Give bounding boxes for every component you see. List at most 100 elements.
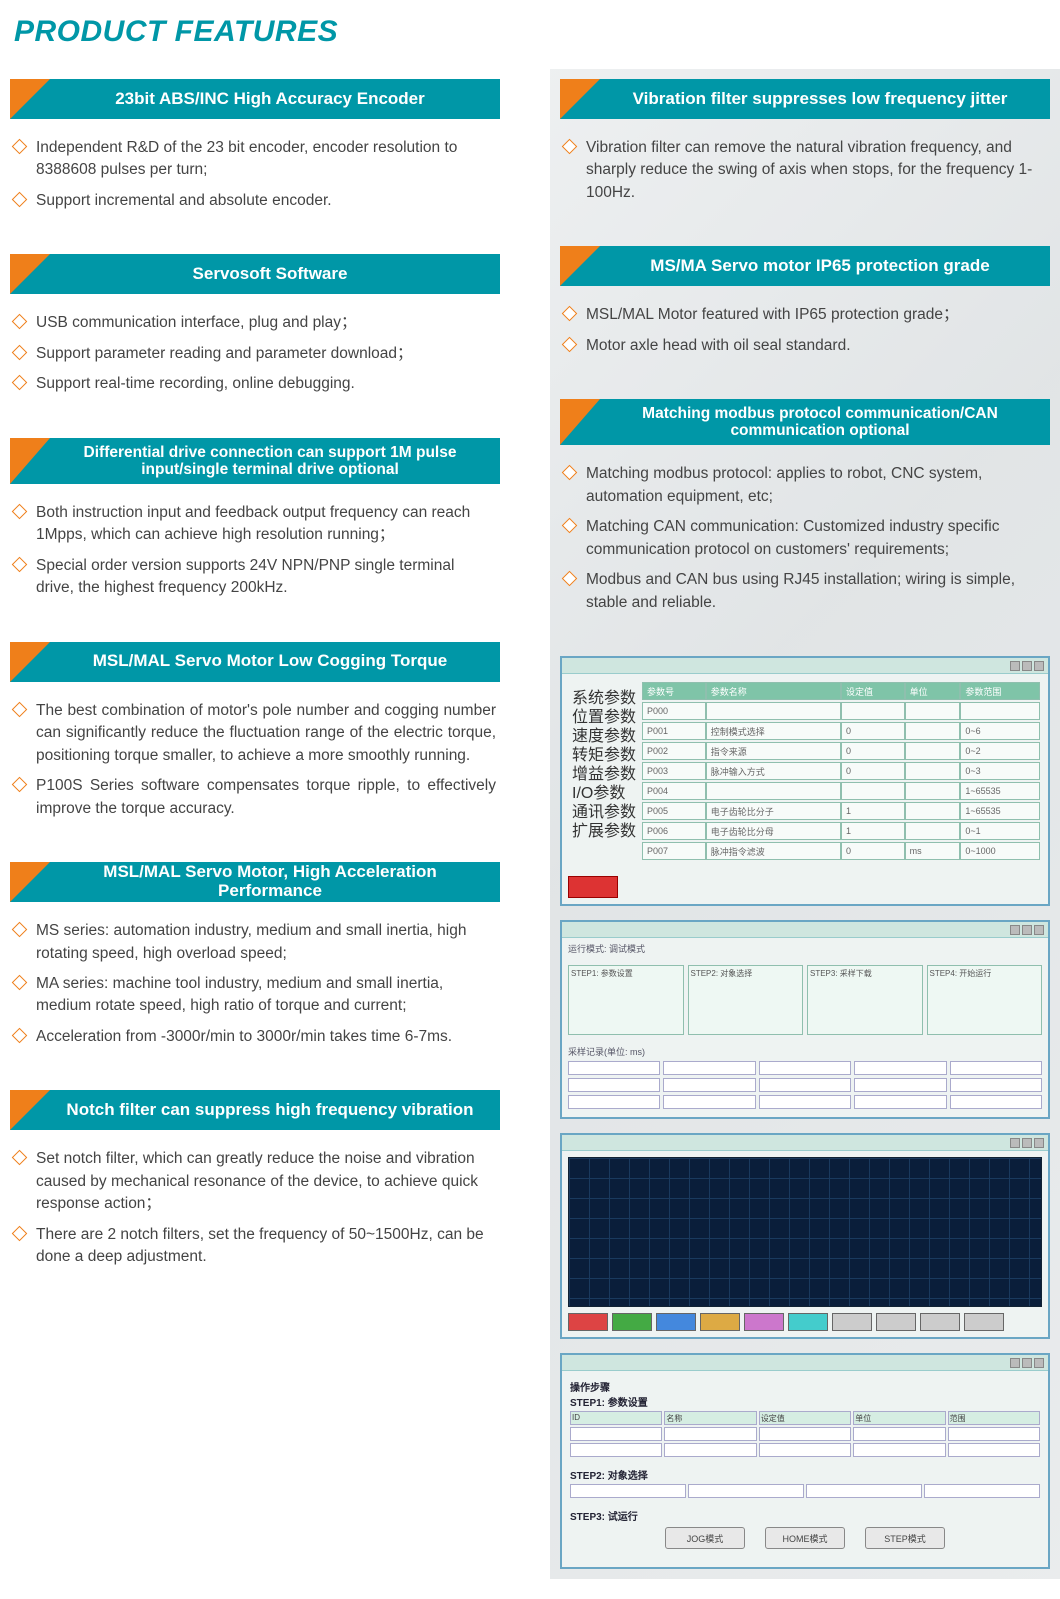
feature-header: Servosoft Software (10, 254, 500, 294)
feature-header: Matching modbus protocol communication/C… (560, 399, 1050, 445)
feature-title: Matching modbus protocol communication/C… (610, 405, 1030, 439)
scope-button[interactable] (700, 1313, 740, 1331)
feature-bullets: Set notch filter, which can greatly redu… (10, 1148, 500, 1268)
columns-container: 23bit ABS/INC High Accuracy Encoder Indep… (10, 79, 1050, 1569)
table-cell: 电子齿轮比分母 (706, 822, 841, 840)
triangle-accent (10, 862, 50, 902)
scope-button[interactable] (832, 1313, 872, 1331)
diamond-icon (12, 701, 28, 717)
bullgo-text: Matching CAN communication: Customized i… (586, 518, 1000, 557)
bullgo-text: Special order version supports 24V NPN/P… (36, 557, 454, 596)
table-cell (841, 702, 905, 720)
param-category[interactable]: 位置参数 (570, 701, 638, 719)
table-cell: 1~65535 (960, 802, 1040, 820)
param-category[interactable]: 增益参数 (570, 758, 638, 776)
feature-title: MS/MA Servo motor IP65 protection grade (650, 257, 989, 276)
screenshot-param-table: 系统参数位置参数速度参数转矩参数增益参数I/O参数通讯参数扩展参数 参数号参数名… (560, 656, 1050, 906)
right-feature-1: MS/MA Servo motor IP65 protection grade M… (560, 246, 1050, 357)
feature-title: Notch filter can suppress high frequency… (66, 1101, 473, 1120)
diamond-icon (12, 1028, 28, 1044)
bullet-item: Special order version supports 24V NPN/P… (14, 555, 496, 600)
bullet-item: The best combination of motor's pole num… (14, 700, 496, 767)
scope-button[interactable] (656, 1313, 696, 1331)
feature-bullets: MS series: automation industry, medium a… (10, 920, 500, 1048)
left-feature-3: MSL/MAL Servo Motor Low Cogging Torque Th… (10, 642, 500, 820)
table-header: 参数号 (642, 682, 706, 700)
param-category[interactable]: 转矩参数 (570, 739, 638, 757)
bullgo-text: MA series: machine tool industry, medium… (36, 975, 443, 1014)
window-titlebar (562, 658, 1048, 674)
feature-bullets: Matching modbus protocol: applies to rob… (560, 463, 1050, 614)
table-cell: 0 (841, 742, 905, 760)
table-header: ID (570, 1411, 662, 1425)
table-cell: ms (905, 842, 961, 860)
table-cell: 0~6 (960, 722, 1040, 740)
diamond-icon (12, 777, 28, 793)
scope-button[interactable] (612, 1313, 652, 1331)
scope-button[interactable] (876, 1313, 916, 1331)
table-cell (905, 822, 961, 840)
feature-bullets: Both instruction input and feedback outp… (10, 502, 500, 600)
feature-title: 23bit ABS/INC High Accuracy Encoder (115, 90, 425, 109)
triangle-accent (560, 399, 600, 445)
bullgo-text: Motor axle head with oil seal standard. (586, 337, 851, 354)
bullet-item: USB communication interface, plug and pl… (14, 312, 496, 334)
table-cell: 0~3 (960, 762, 1040, 780)
param-category[interactable]: 速度参数 (570, 720, 638, 738)
scope-button[interactable] (788, 1313, 828, 1331)
bullgo-text: MSL/MAL Motor featured with IP65 protect… (586, 306, 958, 323)
scope-button[interactable] (964, 1313, 1004, 1331)
diamond-icon (562, 306, 578, 322)
table-cell (905, 762, 961, 780)
right-column: Vibration filter suppresses low frequenc… (560, 79, 1050, 1569)
feature-bullets: Independent R&D of the 23 bit encoder, e… (10, 137, 500, 212)
table-cell (960, 702, 1040, 720)
step2-label: STEP2: 对象选择 (570, 1467, 1040, 1482)
param-category[interactable]: 系统参数 (570, 682, 638, 700)
triangle-accent (10, 642, 50, 682)
feature-bullets: USB communication interface, plug and pl… (10, 312, 500, 395)
bullet-item: Matching CAN communication: Customized i… (564, 516, 1046, 561)
window-titlebar (562, 922, 1048, 938)
sample-label: 采样记录(单位: ms) (568, 1045, 1042, 1058)
feature-title: MSL/MAL Servo Motor Low Cogging Torque (93, 652, 447, 671)
diamond-icon (12, 975, 28, 991)
triangle-accent (560, 246, 600, 286)
triangle-accent (10, 79, 50, 119)
table-cell: 0~1 (960, 822, 1040, 840)
step3-label: STEP3: 试运行 (570, 1508, 1040, 1523)
bullgo-text: USB communication interface, plug and pl… (36, 314, 357, 331)
mode-button[interactable]: STEP模式 (865, 1527, 945, 1549)
diamond-icon (12, 192, 28, 208)
bullgo-text: Acceleration from -3000r/min to 3000r/mi… (36, 1028, 452, 1045)
feature-header: MSL/MAL Servo Motor Low Cogging Torque (10, 642, 500, 682)
scope-button[interactable] (568, 1313, 608, 1331)
bullet-item: MA series: machine tool industry, medium… (14, 973, 496, 1018)
table-cell (905, 782, 961, 800)
triangle-accent (10, 254, 50, 294)
feature-title: Servosoft Software (193, 265, 348, 284)
window-titlebar (562, 1355, 1048, 1371)
mode-button[interactable]: HOME模式 (765, 1527, 845, 1549)
scope-button[interactable] (920, 1313, 960, 1331)
bullgo-text: Both instruction input and feedback outp… (36, 504, 470, 543)
feature-header: MS/MA Servo motor IP65 protection grade (560, 246, 1050, 286)
param-category[interactable]: 通讯参数 (570, 796, 638, 814)
bullgo-text: MS series: automation industry, medium a… (36, 922, 466, 961)
scope-button[interactable] (744, 1313, 784, 1331)
screenshot-scope (560, 1133, 1050, 1339)
feature-title: Vibration filter suppresses low frequenc… (633, 90, 1008, 109)
table-cell (706, 782, 841, 800)
feature-bullets: Vibration filter can remove the natural … (560, 137, 1050, 204)
mode-button[interactable]: JOG模式 (665, 1527, 745, 1549)
table-cell: 指令来源 (706, 742, 841, 760)
table-cell: 0 (841, 842, 905, 860)
step-box: STEP1: 参数设置 (568, 965, 684, 1035)
param-category[interactable]: 扩展参数 (570, 815, 638, 833)
param-category[interactable]: I/O参数 (570, 777, 638, 795)
table-cell: 0 (841, 722, 905, 740)
table-header: 单位 (905, 682, 961, 700)
stop-button[interactable] (568, 876, 618, 898)
left-column: 23bit ABS/INC High Accuracy Encoder Indep… (10, 79, 500, 1569)
bullgo-text: Support incremental and absolute encoder… (36, 192, 332, 209)
